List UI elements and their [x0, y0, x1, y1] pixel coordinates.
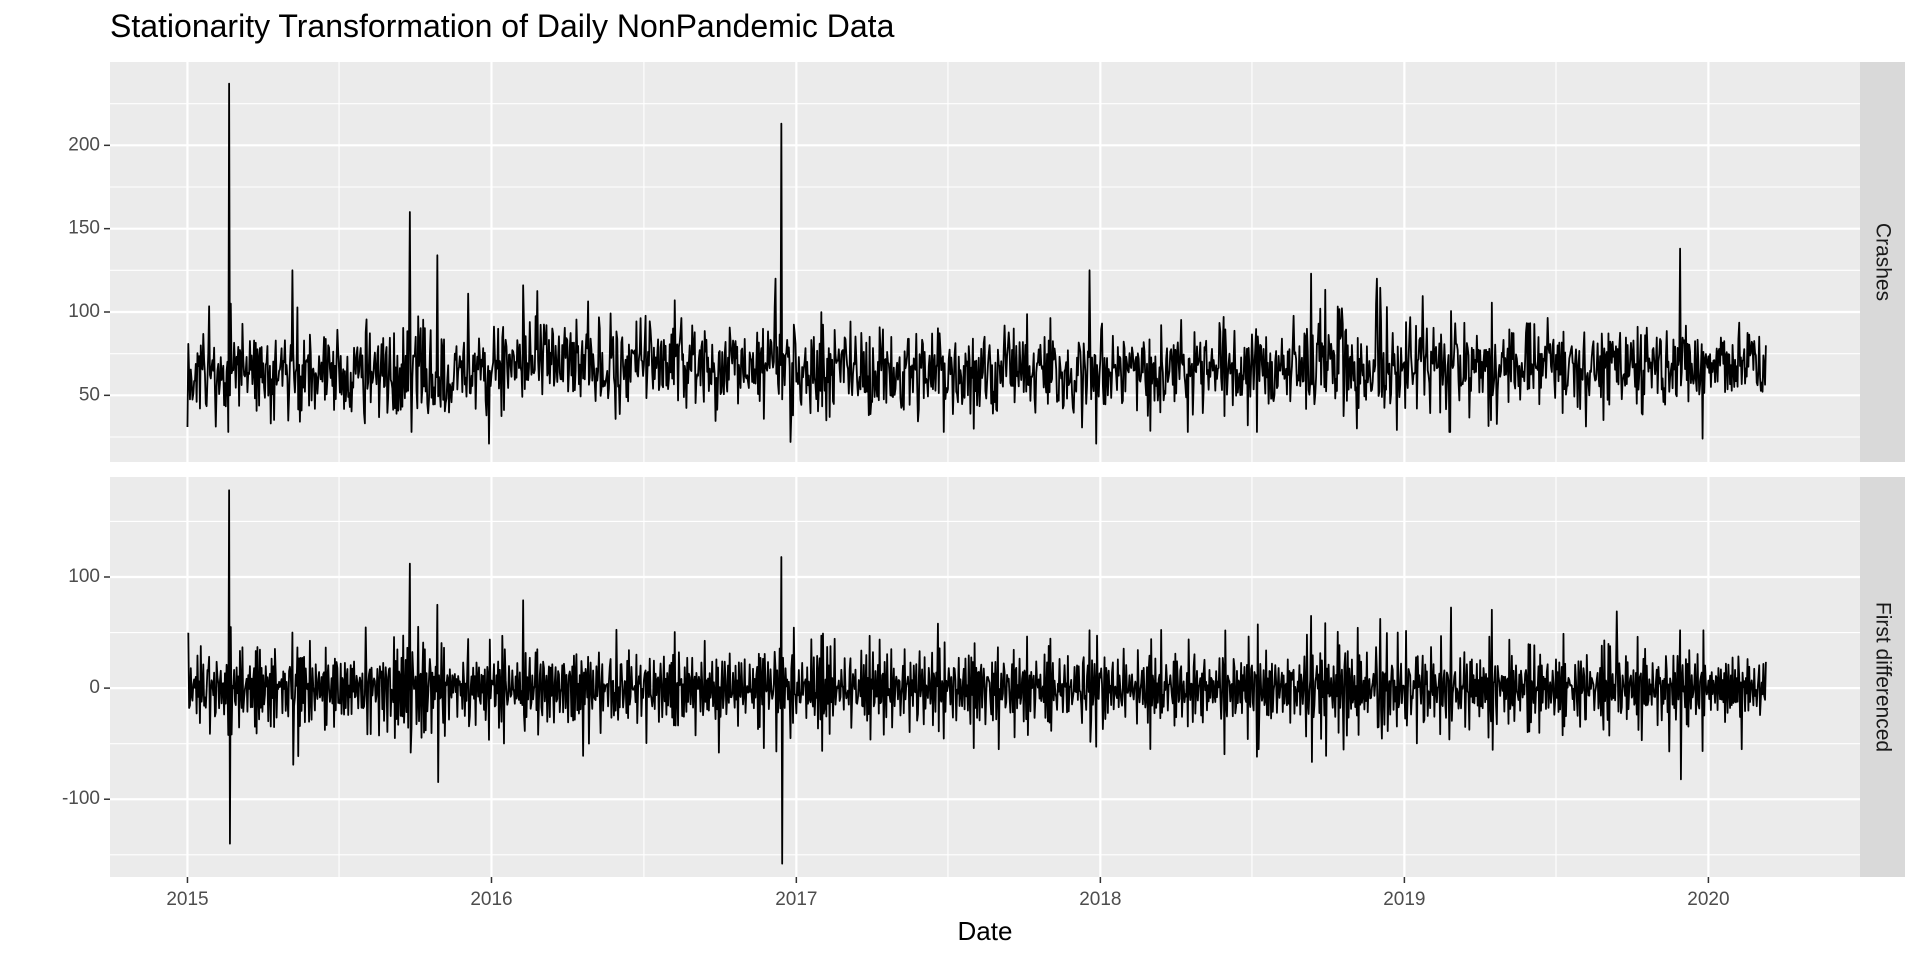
strip-crashes	[1860, 62, 1905, 462]
strip-label-crashes: Crashes	[1871, 223, 1894, 301]
x-tick-label: 2019	[1383, 889, 1425, 910]
x-axis-title: Date	[958, 916, 1013, 946]
strip-label-first-differenced: First differenced	[1871, 602, 1894, 752]
y-tick-label: 0	[89, 677, 100, 698]
panel-differenced-series	[187, 489, 1767, 865]
y-tick-label: -100	[62, 788, 100, 809]
x-tick-label: 2015	[166, 889, 208, 910]
panel-crashes-series	[186, 82, 1767, 445]
y-tick-label: 100	[68, 566, 100, 587]
strip-first-differenced	[1860, 477, 1905, 877]
y-tick-label: 100	[68, 301, 100, 322]
y-tick-label: 200	[68, 134, 100, 155]
x-tick-label: 2017	[775, 889, 817, 910]
y-tick-label: 150	[68, 218, 100, 239]
panel-crashes-background	[110, 62, 1860, 462]
series-line-crashes	[186, 82, 1767, 445]
x-tick-label: 2016	[470, 889, 512, 910]
x-tick-label: 2018	[1079, 889, 1121, 910]
panel-differenced-y-axis: -100 0 100	[62, 566, 110, 809]
chart-title: Stationarity Transformation of Daily Non…	[110, 8, 895, 44]
y-tick-label: 50	[79, 384, 100, 405]
x-tick-label: 2020	[1687, 889, 1729, 910]
panel-crashes-y-axis: 50 100 150 200	[68, 134, 110, 405]
series-line-first-differenced	[187, 489, 1767, 865]
x-axis: 2015 2016 2017 2018 2019 2020	[166, 877, 1730, 910]
